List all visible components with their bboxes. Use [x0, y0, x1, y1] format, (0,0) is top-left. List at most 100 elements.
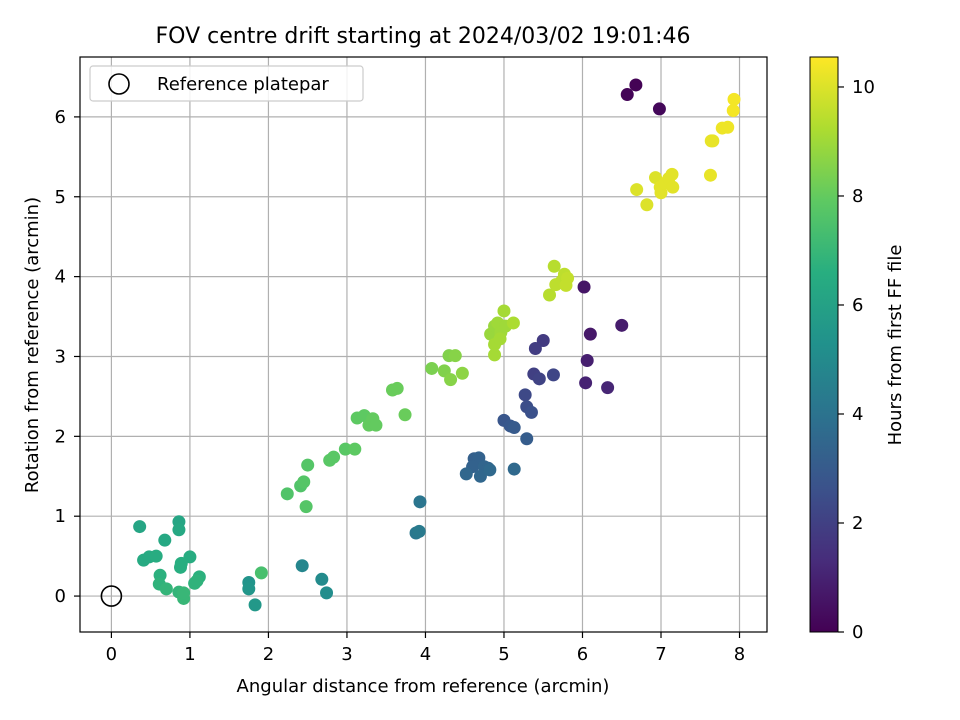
x-tick-label: 2: [263, 644, 274, 665]
y-tick-label: 3: [55, 346, 66, 367]
data-point: [459, 467, 473, 481]
data-point: [630, 183, 644, 197]
data-point: [652, 102, 666, 116]
colorbar-tick-label: 6: [852, 295, 863, 316]
data-point: [348, 442, 362, 456]
data-point: [320, 586, 334, 600]
y-tick-label: 4: [55, 267, 66, 288]
colorbar-ticks: 0 2 4 6 8 10: [838, 77, 875, 643]
x-tick-label: 0: [106, 644, 117, 665]
y-tick-label: 2: [55, 426, 66, 447]
colorbar-tick-label: 10: [852, 77, 875, 98]
data-point: [706, 134, 720, 148]
x-tick-label: 3: [341, 644, 352, 665]
plot-frame: [79, 56, 768, 633]
legend-frame: [89, 65, 364, 102]
data-point: [173, 560, 187, 574]
legend-label: Reference platepar: [157, 74, 329, 95]
data-point: [559, 278, 573, 292]
colorbar-tick-label: 4: [852, 404, 863, 425]
colorbar-gradient: [809, 56, 839, 633]
x-tick-label: 5: [498, 644, 509, 665]
data-point: [579, 376, 593, 390]
data-point: [172, 523, 186, 537]
data-point: [177, 586, 191, 600]
data-point: [149, 549, 163, 563]
x-tick-label: 4: [420, 644, 431, 665]
data-point: [444, 373, 458, 387]
data-point: [543, 288, 557, 302]
data-point: [629, 78, 643, 92]
data-point: [727, 92, 741, 106]
data-point: [248, 598, 262, 612]
data-point: [315, 572, 329, 586]
plot-axes: 0 1 2 3 4 5 6 7 8 0 1 2 3 4 5 6: [55, 56, 768, 665]
data-point: [390, 381, 404, 395]
data-point: [524, 405, 538, 419]
x-axis-label: Angular distance from reference (arcmin): [237, 676, 610, 697]
colorbar-tick-label: 2: [852, 513, 863, 534]
data-point: [295, 559, 309, 573]
data-point: [520, 432, 534, 446]
y-tick-label: 1: [55, 506, 66, 527]
plot-grid: [80, 57, 767, 632]
data-point: [518, 388, 532, 402]
data-point: [425, 361, 439, 375]
data-point: [580, 353, 594, 367]
data-point: [528, 341, 542, 355]
data-point: [159, 582, 173, 596]
data-point: [369, 418, 383, 432]
data-point: [721, 120, 735, 134]
data-point: [703, 168, 717, 182]
data-point: [242, 582, 256, 596]
data-points: [100, 78, 741, 612]
colorbar-label: Hours from first FF file: [885, 245, 906, 446]
reference-platepar-marker: [100, 585, 123, 607]
data-point: [577, 280, 591, 294]
data-point: [473, 469, 487, 483]
data-point: [493, 332, 507, 346]
data-point: [413, 495, 427, 509]
data-point: [327, 450, 341, 464]
data-point: [190, 574, 204, 588]
data-point: [254, 566, 268, 580]
data-point: [497, 304, 511, 318]
data-point: [133, 520, 147, 534]
y-tick-label: 5: [55, 187, 66, 208]
colorbar: 0 2 4 6 8 10 Hours from first FF file: [809, 56, 906, 643]
data-point: [583, 327, 597, 341]
data-point: [547, 259, 561, 273]
data-point: [455, 366, 469, 380]
data-point: [299, 500, 313, 514]
data-point: [301, 458, 315, 472]
y-axis-label: Rotation from reference (arcmin): [22, 197, 43, 493]
data-point: [158, 533, 172, 547]
data-point: [448, 349, 462, 363]
data-point: [297, 475, 311, 489]
data-point: [726, 104, 740, 118]
x-tick-label: 8: [734, 644, 745, 665]
legend: Reference platepar: [89, 65, 364, 102]
x-tick-label: 6: [577, 644, 588, 665]
colorbar-tick-label: 0: [852, 622, 863, 643]
data-point: [483, 463, 497, 477]
data-point: [507, 462, 521, 476]
data-point: [615, 318, 629, 332]
data-point: [412, 524, 426, 538]
data-point: [398, 408, 412, 422]
data-point: [280, 487, 294, 501]
legend-marker-open-circle: [108, 73, 130, 95]
data-point: [507, 421, 521, 435]
colorbar-tick-label: 8: [852, 186, 863, 207]
x-tick-label: 7: [655, 644, 666, 665]
x-tick-label: 1: [184, 644, 195, 665]
data-point: [666, 180, 680, 194]
data-point: [665, 167, 679, 181]
data-point: [620, 88, 634, 102]
data-point: [506, 316, 520, 330]
data-point: [338, 442, 352, 456]
data-point: [532, 372, 546, 386]
data-point: [640, 198, 654, 212]
y-tick-label: 0: [55, 586, 66, 607]
